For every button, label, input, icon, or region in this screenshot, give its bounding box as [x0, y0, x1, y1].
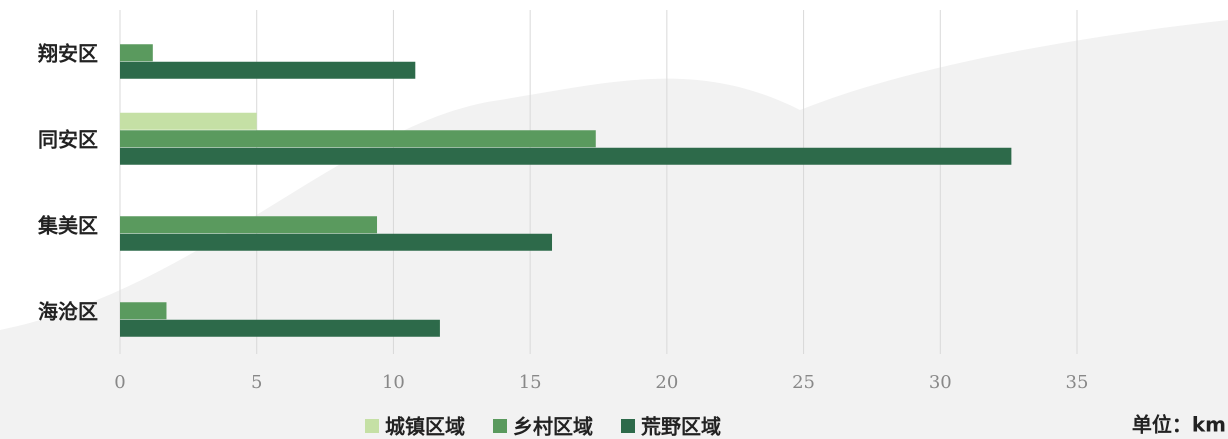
- unit-annotation: 单位：km: [1132, 413, 1226, 437]
- bar: [120, 234, 552, 251]
- legend-swatch: [621, 419, 635, 433]
- bar: [120, 44, 153, 61]
- x-tick-label: 25: [792, 372, 815, 393]
- y-tick-label: 海沧区: [38, 300, 98, 324]
- bar: [120, 113, 257, 130]
- legend-label: 城镇区域: [385, 415, 465, 439]
- legend-label: 荒野区域: [641, 415, 721, 439]
- y-tick-label: 同安区: [38, 128, 98, 152]
- bar: [120, 148, 1011, 165]
- x-tick-label: 30: [929, 372, 952, 393]
- legend-swatch: [365, 419, 379, 433]
- x-tick-label: 0: [114, 372, 125, 393]
- bar: [120, 62, 415, 79]
- chart: 单位：km 0 5 10 15 20 25 30 35 翔安区同安区集美区海沧区城镇区域 乡村区域…: [0, 0, 1228, 439]
- x-tick-label: 15: [519, 372, 542, 393]
- bar: [120, 216, 377, 233]
- y-tick-label: 集美区: [37, 214, 98, 238]
- bar: [120, 130, 596, 147]
- y-tick-label: 翔安区: [37, 42, 98, 66]
- legend-label: 乡村区域: [513, 415, 593, 439]
- x-tick-label: 5: [251, 372, 262, 393]
- x-tick-label: 20: [655, 372, 678, 393]
- x-tick-label: 10: [382, 372, 405, 393]
- bar: [120, 320, 440, 337]
- bar: [120, 302, 166, 319]
- x-tick-label: 35: [1066, 372, 1089, 393]
- legend-swatch: [493, 419, 507, 433]
